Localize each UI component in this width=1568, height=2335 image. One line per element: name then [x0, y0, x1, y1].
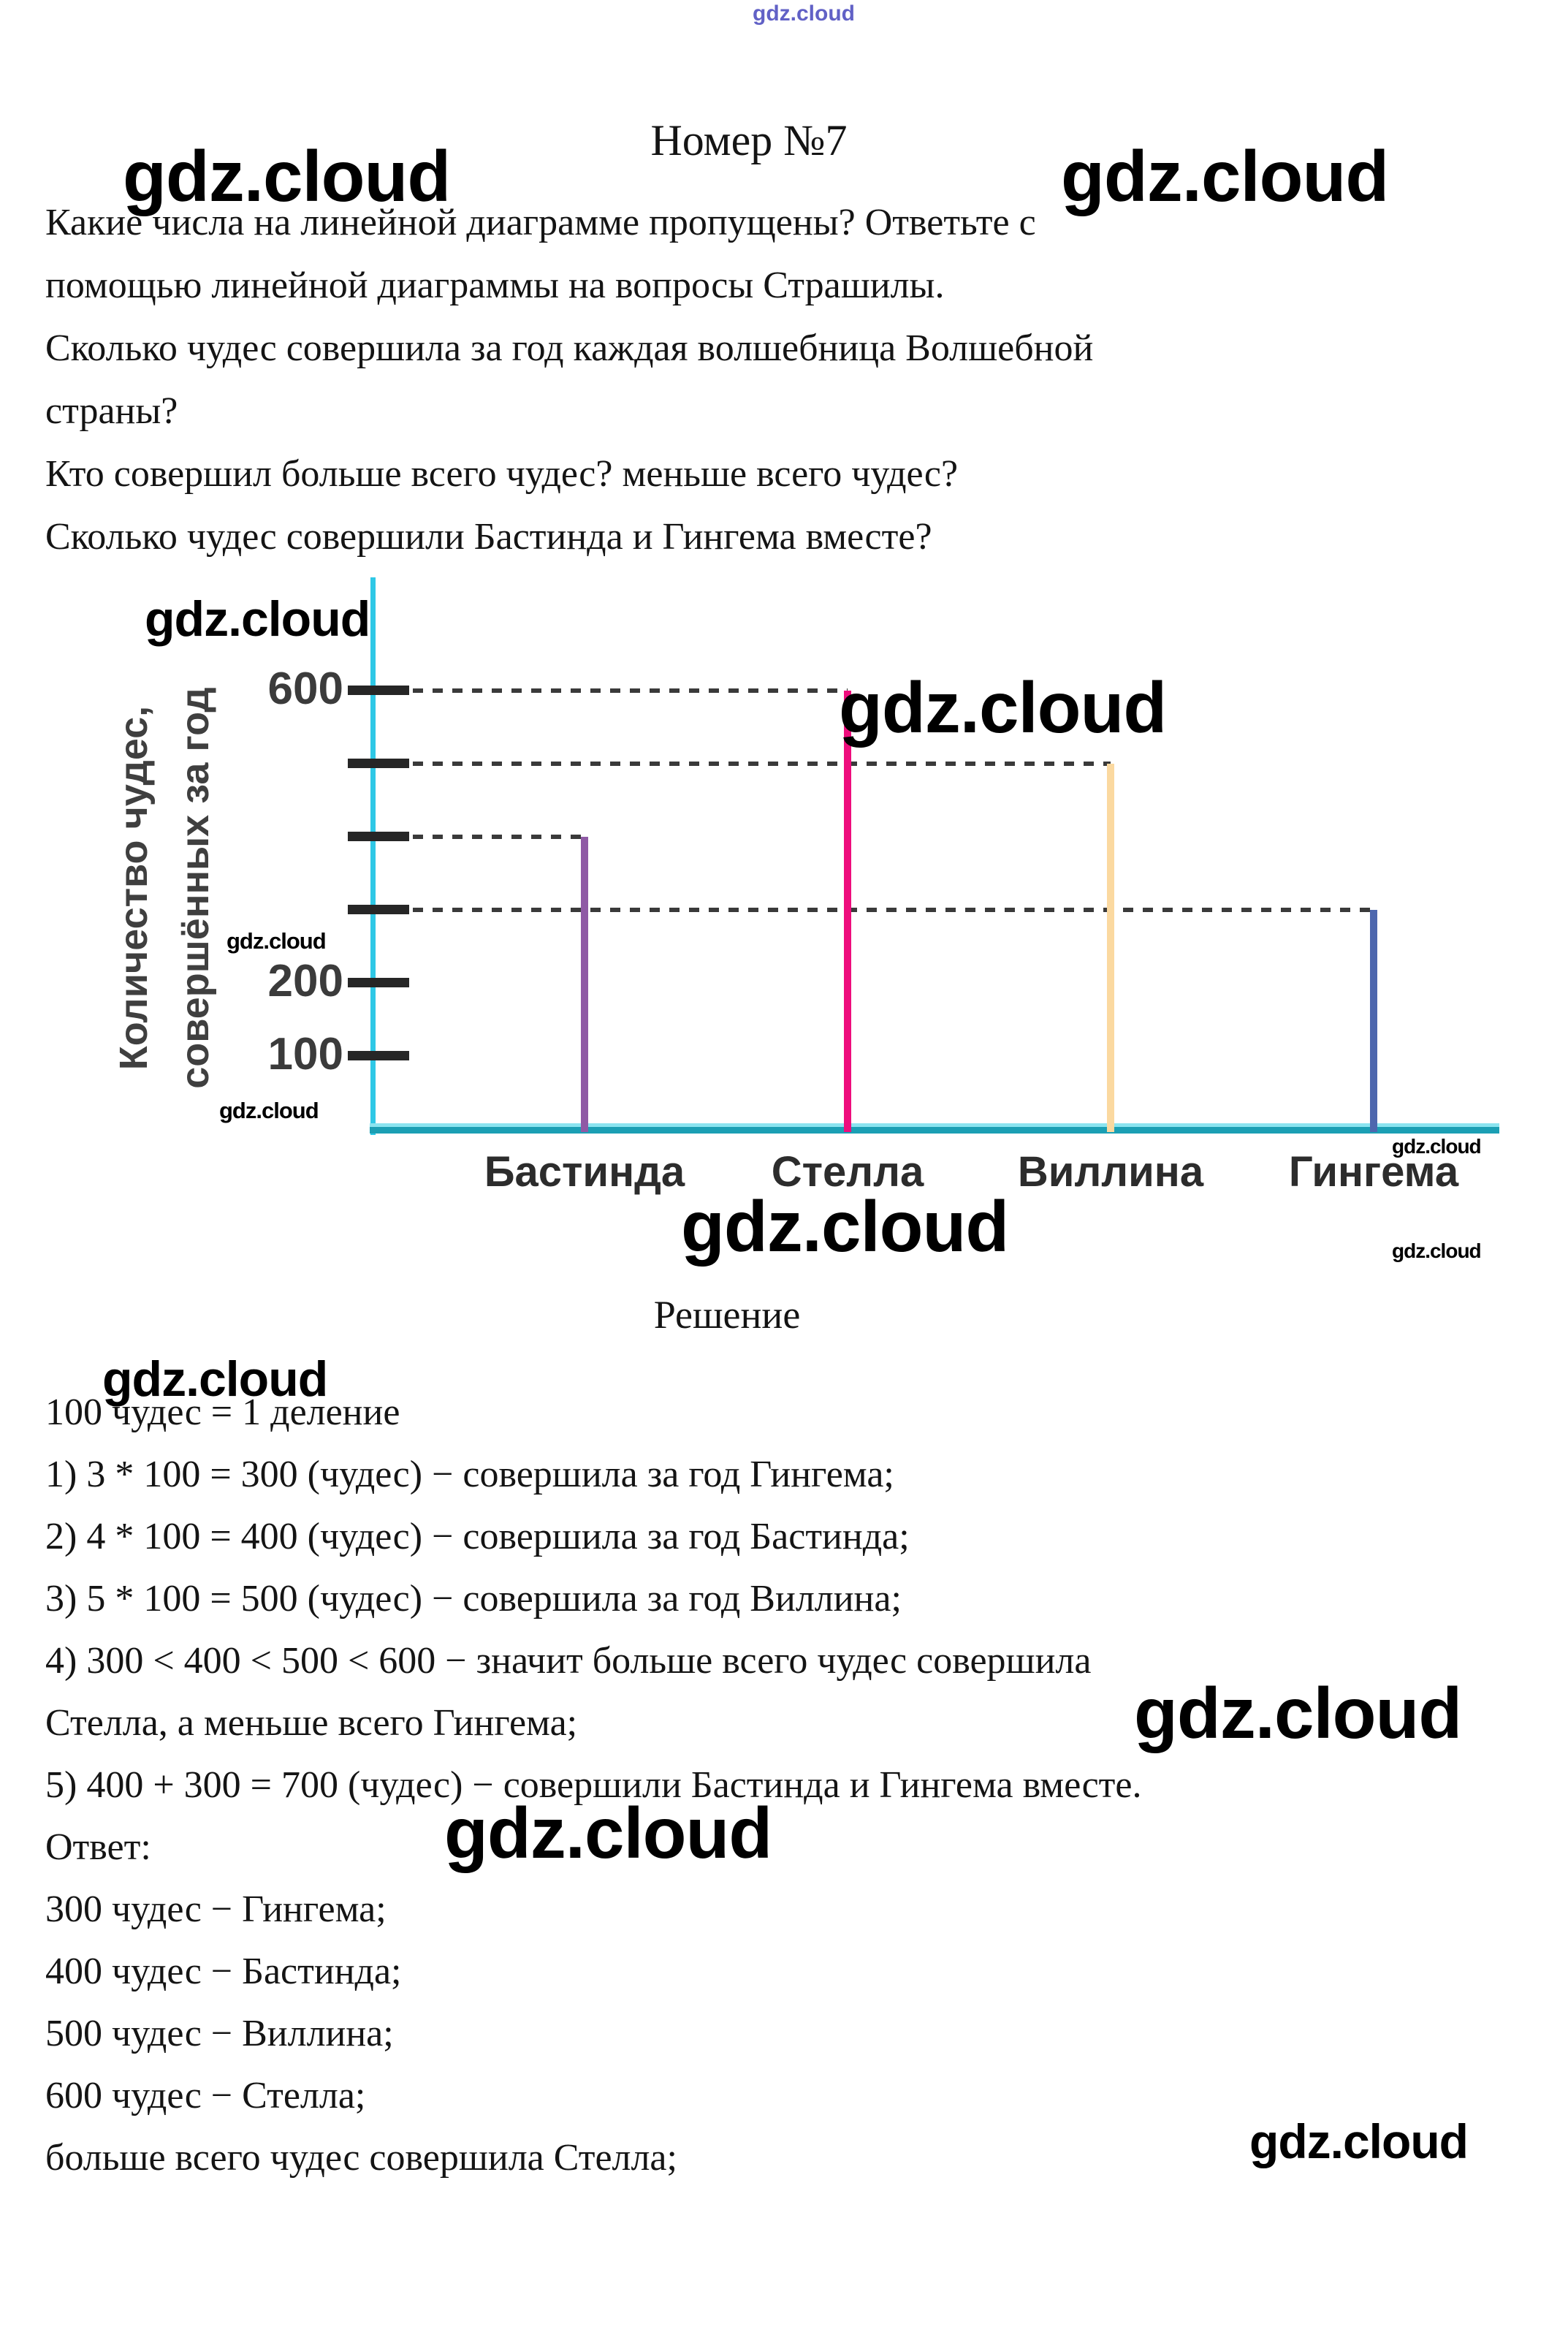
y-axis-title: Количество чудес, совершённых за год	[103, 632, 226, 1144]
dashed-guide	[413, 688, 848, 693]
problem-text: Какие числа на линейной диаграмме пропущ…	[45, 191, 1093, 569]
watermark: gdz.cloud	[839, 667, 1167, 748]
watermark: gdz.cloud	[102, 1351, 328, 1407]
category-label: Виллина	[1017, 1148, 1204, 1196]
x-axis-baseline-highlight	[370, 1123, 1499, 1127]
page-title: Номер №7	[650, 116, 848, 164]
watermark: gdz.cloud	[1392, 1239, 1482, 1262]
watermark: gdz.cloud	[1249, 2114, 1469, 2168]
solution-line: 1) 3 * 100 = 300 (чудес) − совершила за …	[45, 1454, 894, 1495]
solution-line: Стелла, а меньше всего Гингема;	[45, 1702, 578, 1744]
problem-line: помощью линейной диаграммы на вопросы Ст…	[45, 265, 945, 306]
x-axis-baseline	[370, 1127, 1499, 1134]
solution-heading: Решение	[653, 1293, 801, 1337]
problem-line: Сколько чудес совершили Бастинда и Гинге…	[45, 516, 932, 558]
problem-line: Сколько чудес совершила за год каждая во…	[45, 327, 1094, 369]
answer-line: 300 чудес − Гингема;	[45, 1888, 387, 1930]
tick-label: 600	[267, 664, 343, 714]
answer-line: больше всего чудес совершила Стелла;	[45, 2137, 677, 2179]
solution-line: 4) 300 < 400 < 500 < 600 − значит больше…	[45, 1640, 1092, 1682]
dashed-guide	[413, 835, 585, 839]
chart-bar	[1370, 910, 1377, 1132]
problem-line: страны?	[45, 390, 178, 432]
watermark: gdz.cloud	[1061, 136, 1389, 216]
chart-bar	[581, 837, 588, 1132]
category-label: Гингема	[1288, 1148, 1459, 1196]
solution-line: 5) 400 + 300 = 700 (чудес) − совершили Б…	[45, 1764, 1142, 1806]
dashed-guide	[413, 908, 1374, 912]
solution-text: 100 чудес = 1 деление 1) 3 * 100 = 300 (…	[45, 1381, 1141, 2189]
axis-tick	[348, 1051, 409, 1060]
watermark: gdz.cloud	[1134, 1673, 1462, 1753]
solution-line: 2) 4 * 100 = 400 (чудес) − совершила за …	[45, 1516, 910, 1557]
answer-line: 600 чудес − Стелла;	[45, 2075, 366, 2116]
dashed-guide	[413, 762, 1111, 766]
y-axis-title-line: совершённых за год	[173, 687, 217, 1089]
axis-tick	[348, 905, 409, 914]
problem-line: Кто совершил больше всего чудес? меньше …	[45, 453, 959, 495]
axis-tick	[348, 686, 409, 695]
problem-line: Какие числа на линейной диаграмме пропущ…	[45, 202, 1036, 243]
answer-line: 400 чудес − Бастинда;	[45, 1951, 402, 1992]
tick-label: 100	[267, 1029, 343, 1079]
watermark: gdz.cloud	[681, 1186, 1009, 1267]
category-label: Стелла	[771, 1148, 924, 1196]
category-label: Бастинда	[484, 1148, 685, 1196]
watermark: gdz.cloud	[219, 1098, 319, 1123]
watermark: gdz.cloud	[1392, 1135, 1482, 1158]
axis-tick	[348, 832, 409, 841]
solution-line: 3) 5 * 100 = 500 (чудес) − совершила за …	[45, 1578, 902, 1620]
y-axis-title-line: Количество чудес,	[112, 705, 156, 1071]
watermark: gdz.cloud	[123, 136, 451, 216]
answer-line: 500 чудес − Виллина;	[45, 2013, 394, 2054]
axis-tick	[348, 759, 409, 768]
y-axis-line	[370, 577, 376, 1135]
watermark: gdz.cloud	[444, 1793, 772, 1873]
answer-label: Ответ:	[45, 1826, 151, 1868]
chart-bar	[1107, 764, 1114, 1132]
tick-label: 200	[267, 956, 343, 1006]
watermark: gdz.cloud	[145, 591, 370, 647]
axis-tick	[348, 978, 409, 987]
solution-line: 100 чудес = 1 деление	[45, 1391, 400, 1433]
watermark: gdz.cloud	[753, 1, 855, 26]
chart-bar	[844, 691, 851, 1132]
watermark: gdz.cloud	[227, 928, 327, 954]
